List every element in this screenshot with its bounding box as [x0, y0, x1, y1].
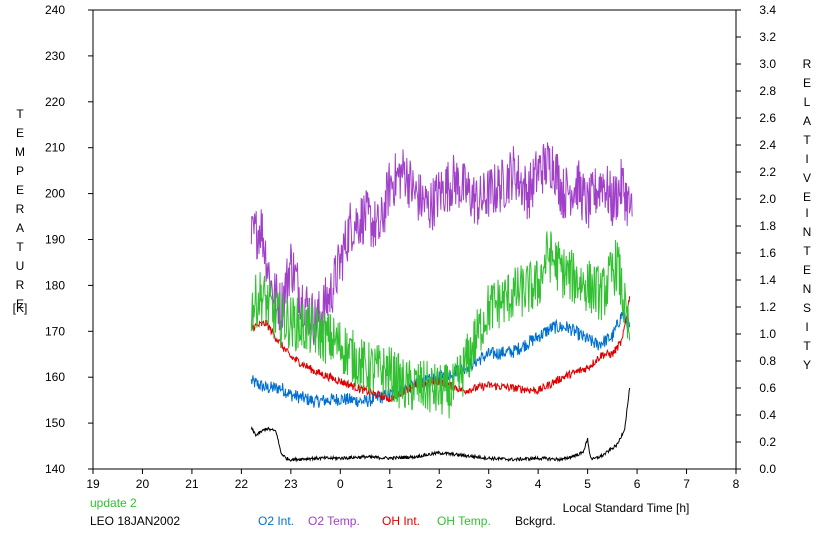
x-tick-label: 0	[337, 477, 344, 491]
series-line-bckgrd	[250, 387, 631, 463]
x-tick-label: 19	[86, 477, 100, 491]
series-layer	[250, 142, 633, 463]
y-right-label-letter: V	[802, 171, 811, 185]
x-tick-label: 5	[584, 477, 591, 491]
y-left-tick-label: 170	[45, 324, 65, 338]
x-tick-label: 21	[185, 477, 199, 491]
y-left-tick-label: 230	[45, 49, 65, 63]
y-left-unit-label: [K]	[12, 301, 28, 315]
y-right-tick-label: 2.0	[759, 192, 776, 206]
y-right-tick-label: 1.8	[759, 219, 776, 233]
y-right-tick-label: 1.6	[759, 246, 776, 260]
y-left-tick-label: 240	[45, 3, 65, 17]
x-tick-label: 4	[535, 477, 542, 491]
update-text: update 2	[90, 496, 137, 510]
y-right-tick-label: 2.6	[759, 111, 776, 125]
y-right-tick-label: 2.8	[759, 84, 776, 98]
y-right-label-letter: Y	[802, 358, 811, 372]
y-right-label-letter: L	[803, 95, 811, 109]
x-tick-label: 7	[683, 477, 690, 491]
y-left-tick-label: 180	[45, 278, 65, 292]
y-left-label-letter: T	[16, 107, 24, 121]
y-right-label-letter: N	[802, 225, 812, 239]
legend-item: Bckgrd.	[515, 514, 556, 528]
x-axis-label: Local Standard Time [h]	[563, 501, 690, 515]
legend-item: OH Int.	[382, 514, 421, 528]
legend-item: O2 Temp.	[308, 514, 360, 528]
y-right-label-letter: T	[803, 244, 811, 258]
y-right-label-letter: E	[802, 76, 811, 90]
y-right-label-letter: T	[803, 339, 811, 353]
y-left-label-letter: U	[15, 259, 25, 273]
y-left-label-letter: R	[15, 278, 25, 292]
y-right-tick-label: 0.6	[759, 381, 776, 395]
y-left-label-letter: P	[15, 164, 24, 178]
y-right-tick-label: 3.2	[759, 30, 776, 44]
y-right-tick-label: 0.2	[759, 435, 776, 449]
x-tick-label: 3	[485, 477, 492, 491]
x-tick-label: 2	[436, 477, 443, 491]
y-right-tick-label: 0.8	[759, 354, 776, 368]
y-right-tick-label: 0.0	[759, 462, 776, 476]
y-right-label-letter: N	[802, 282, 812, 296]
x-tick-label: 6	[634, 477, 641, 491]
y-left-tick-label: 200	[45, 187, 65, 201]
x-tick-label: 22	[235, 477, 249, 491]
y-left-label-letter: M	[15, 145, 25, 159]
y-right-tick-label: 3.4	[759, 3, 776, 17]
y-right-tick-label: 1.0	[759, 327, 776, 341]
y-left-label-letter: A	[15, 221, 24, 235]
y-left-label-letter: E	[15, 126, 24, 140]
legend-item: O2 Int.	[258, 514, 295, 528]
y-right-tick-label: 2.4	[759, 138, 776, 152]
ticks-layer: 19 20 21 22 23 0 1 2 3 4 5 6 7 8140150160170180190200…	[45, 3, 776, 491]
y-right-tick-label: 0.4	[759, 408, 776, 422]
legend-item: OH Temp.	[437, 514, 491, 528]
y-left-label-letter: R	[15, 202, 25, 216]
y-right-tick-label: 3.0	[759, 57, 776, 71]
y-right-tick-label: 1.4	[759, 273, 776, 287]
y-right-label-letter: A	[802, 114, 811, 128]
y-left-label-letter: T	[16, 240, 24, 254]
y-right-label-letter: I	[805, 206, 809, 220]
y-left-label-letter: E	[15, 183, 24, 197]
series-line-oh-temp	[250, 231, 631, 419]
y-right-label-letter: I	[805, 320, 809, 334]
y-right-tick-label: 2.2	[759, 165, 776, 179]
y-left-tick-label: 160	[45, 370, 65, 384]
y-left-label-letter: E	[15, 297, 24, 311]
y-left-tick-label: 190	[45, 233, 65, 247]
y-right-label-letter: E	[802, 190, 811, 204]
series-line-o2-temp	[250, 142, 633, 346]
x-tick-label: 1	[386, 477, 393, 491]
y-left-tick-label: 140	[45, 462, 65, 476]
y-right-label-letter: S	[802, 301, 811, 315]
x-tick-label: 23	[284, 477, 298, 491]
y-left-tick-label: 210	[45, 141, 65, 155]
station-date-label: LEO 18JAN2002	[90, 514, 181, 528]
y-right-label-letter: E	[802, 263, 811, 277]
y-right-label-letter: T	[803, 133, 811, 147]
x-tick-label: 20	[136, 477, 150, 491]
y-right-tick-label: 1.2	[759, 300, 776, 314]
y-left-tick-label: 220	[45, 95, 65, 109]
x-tick-label: 8	[733, 477, 740, 491]
y-right-label-letter: I	[805, 152, 809, 166]
y-right-label-letter: R	[802, 57, 812, 71]
y-left-tick-label: 150	[45, 416, 65, 430]
